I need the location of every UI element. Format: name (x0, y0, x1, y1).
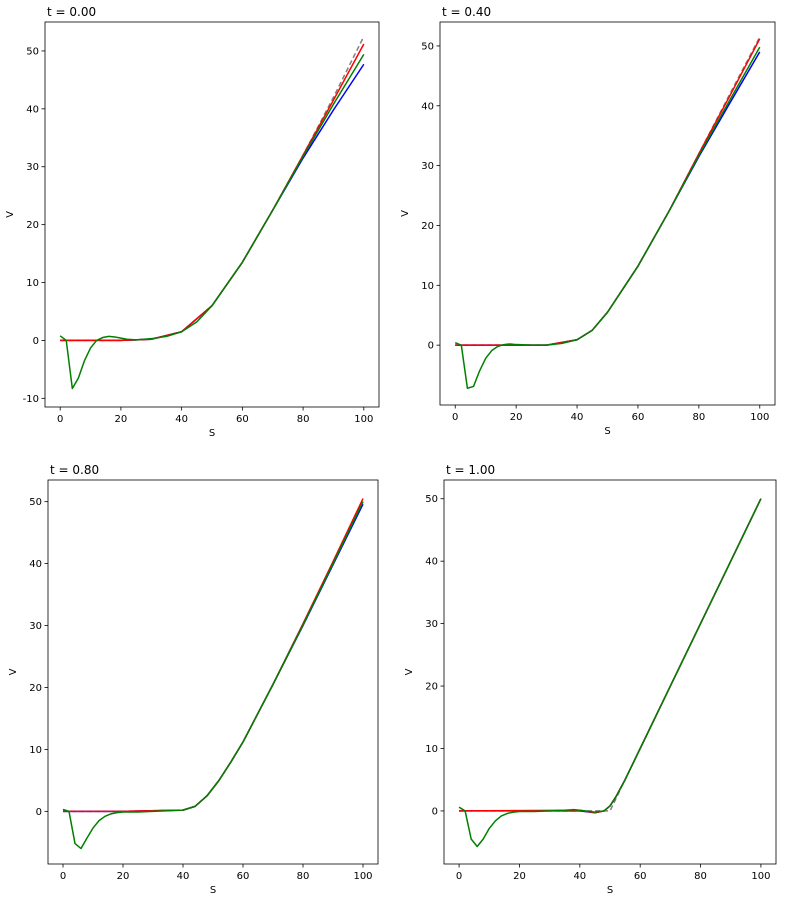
y-tick-label: 30 (425, 619, 438, 630)
x-axis-label: S (607, 885, 613, 896)
x-tick-label: 20 (513, 871, 526, 882)
series-line-3 (62, 501, 364, 850)
x-tick-label: 40 (175, 414, 188, 425)
subplot-t-1-00: 0 20 40 60 80 100 0 10 20 30 40 50 t = 1.00 S V (404, 463, 777, 896)
series-line-0 (60, 36, 365, 342)
series-line-2 (60, 43, 365, 342)
series-line-1 (60, 63, 365, 342)
series-line-0 (455, 36, 761, 346)
y-tick-label: 20 (29, 683, 42, 694)
y-tick-label: 30 (29, 621, 42, 632)
x-tick-label: 60 (237, 871, 250, 882)
y-axis-label: V (400, 210, 411, 217)
series-line-0 (63, 501, 364, 813)
x-tick-label: 0 (60, 871, 66, 882)
y-tick-label: 10 (29, 745, 42, 756)
y-tick-label: 0 (432, 806, 438, 817)
x-tick-label: 20 (115, 414, 128, 425)
y-tick-label: 20 (425, 682, 438, 693)
y-tick-label: 50 (26, 46, 39, 57)
y-axis-label: V (5, 211, 16, 218)
x-tick-label: 0 (452, 412, 458, 423)
series-line-3 (59, 54, 365, 390)
series-line-2 (459, 498, 762, 814)
y-tick-label: 50 (29, 497, 42, 508)
y-tick-label: 40 (421, 101, 434, 112)
series-line-1 (63, 503, 364, 813)
subplot-t-0-40: 0 20 40 60 80 100 0 10 20 30 40 50 t = 0.40 S V (400, 5, 776, 437)
x-tick-label: 60 (236, 414, 249, 425)
y-tick-label: 30 (421, 161, 434, 172)
x-tick-label: 100 (750, 412, 769, 423)
x-axis-label: S (210, 885, 216, 896)
x-tick-label: 80 (297, 414, 310, 425)
plot-area (62, 498, 364, 850)
chart-title: t = 0.40 (442, 5, 491, 19)
x-tick-label: 60 (634, 871, 647, 882)
x-tick-label: 40 (571, 412, 584, 423)
subplot-t-0-80: 0 20 40 60 80 100 0 10 20 30 40 50 t = 0.80 S V (8, 463, 379, 896)
y-tick-label: 10 (421, 281, 434, 292)
series-line-0 (459, 498, 762, 812)
x-tick-label: 0 (57, 414, 63, 425)
y-tick-label: 40 (26, 104, 39, 115)
series-line-3 (454, 46, 761, 389)
series-line-2 (63, 498, 364, 813)
series-line-3 (458, 498, 762, 848)
y-tick-label: 10 (425, 744, 438, 755)
plot-area (458, 498, 762, 848)
series-line-2 (455, 38, 761, 346)
x-tick-label: 60 (632, 412, 645, 423)
x-axis-label: S (209, 428, 215, 439)
y-tick-label: 30 (26, 162, 39, 173)
subplot-t-0-00: 0 20 40 60 80 100 -10 0 10 20 30 40 50 t = 0.00 S V (5, 5, 380, 439)
y-tick-label: 50 (425, 494, 438, 505)
axes-frame (443, 479, 777, 865)
x-tick-label: 40 (177, 871, 190, 882)
x-tick-label: 20 (117, 871, 130, 882)
y-tick-label: 50 (421, 41, 434, 52)
x-tick-label: 40 (573, 871, 586, 882)
x-tick-label: 0 (456, 871, 462, 882)
y-axis-label: V (8, 668, 19, 675)
chart-title: t = 0.00 (47, 5, 96, 19)
chart-title: t = 1.00 (446, 463, 495, 477)
x-tick-label: 80 (297, 871, 310, 882)
axes-frame (44, 21, 380, 408)
x-axis-label: S (604, 426, 610, 437)
axes-frame (47, 479, 379, 865)
y-tick-label: 20 (421, 221, 434, 232)
series-line-1 (455, 51, 761, 346)
x-tick-label: 100 (354, 414, 373, 425)
axes-frame (439, 21, 776, 406)
x-tick-label: 100 (353, 871, 372, 882)
y-tick-label: 40 (425, 557, 438, 568)
y-tick-label: 20 (26, 220, 39, 231)
x-tick-label: 100 (751, 871, 770, 882)
y-axis-label: V (404, 668, 415, 675)
plot-area (59, 36, 365, 390)
y-tick-label: -10 (23, 394, 39, 405)
y-tick-label: 0 (36, 807, 42, 818)
y-tick-label: 40 (29, 559, 42, 570)
y-tick-label: 0 (428, 341, 434, 352)
plot-area (454, 36, 761, 389)
x-tick-label: 80 (694, 871, 707, 882)
y-tick-label: 10 (26, 278, 39, 289)
x-tick-label: 80 (692, 412, 705, 423)
y-tick-label: 0 (33, 336, 39, 347)
chart-title: t = 0.80 (50, 463, 99, 477)
series-line-1 (459, 498, 762, 814)
x-tick-label: 20 (510, 412, 523, 423)
